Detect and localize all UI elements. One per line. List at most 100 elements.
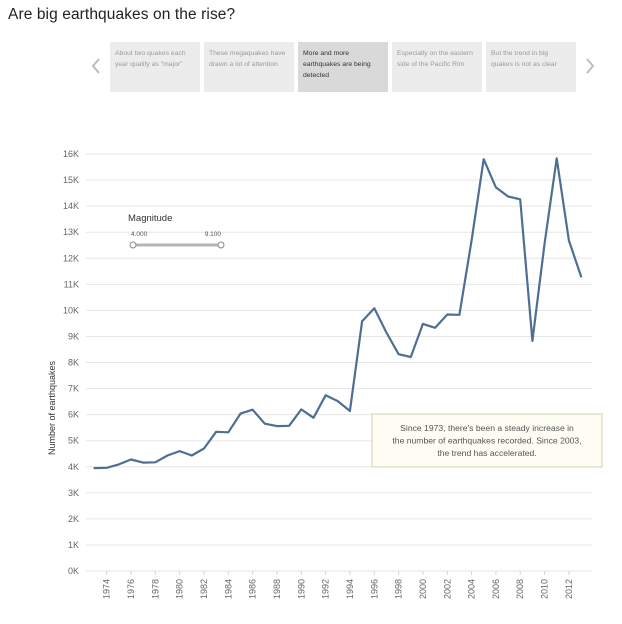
x-tick-label: 1978 <box>150 579 160 599</box>
magnitude-min-value: 4.000 <box>131 231 148 238</box>
magnitude-min-handle[interactable] <box>129 241 137 249</box>
x-tick-label: 1988 <box>272 579 282 599</box>
magnitude-filter: Magnitude 4.000 9.100 <box>128 213 225 249</box>
x-tick-label: 2010 <box>540 579 550 599</box>
data-point[interactable] <box>419 320 427 328</box>
story-point-2[interactable]: These megaquakes have drawn a lot of att… <box>204 42 294 92</box>
y-tick-label: 6K <box>68 410 79 420</box>
annotation-box <box>371 413 603 468</box>
story-point-5[interactable]: But the trend in big quakes is not as cl… <box>486 42 576 92</box>
data-point[interactable] <box>309 414 317 422</box>
annotation-text: Since 1973, there's been a steady increa… <box>392 423 581 458</box>
data-point[interactable] <box>480 155 488 163</box>
data-point[interactable] <box>468 236 476 244</box>
x-tick-label: 1990 <box>296 579 306 599</box>
data-point[interactable] <box>577 272 585 280</box>
data-point[interactable] <box>346 407 354 415</box>
data-point[interactable] <box>528 337 536 345</box>
previous-story-button[interactable] <box>88 53 104 79</box>
data-point[interactable] <box>249 406 257 414</box>
data-point[interactable] <box>553 154 561 162</box>
data-point[interactable] <box>370 304 378 312</box>
y-tick-label: 3K <box>68 488 79 498</box>
x-tick-label: 1974 <box>102 579 112 599</box>
series <box>91 154 585 472</box>
y-tick-label: 14K <box>63 201 79 211</box>
magnitude-filter-label: Magnitude <box>128 213 172 224</box>
y-tick-label: 10K <box>63 305 79 315</box>
y-tick-label: 11K <box>64 279 79 289</box>
y-tick-label: 5K <box>68 436 79 446</box>
magnitude-slider-track[interactable] <box>133 243 221 247</box>
y-axis-title: Number of earthquakes <box>47 360 57 455</box>
data-point[interactable] <box>565 237 573 245</box>
y-tick-label: 2K <box>68 514 79 524</box>
story-point-1[interactable]: About two quakes each year qualify as "m… <box>110 42 200 92</box>
y-tick-label: 12K <box>63 253 79 263</box>
data-point[interactable] <box>541 239 549 247</box>
y-tick-label: 0K <box>68 566 79 576</box>
data-point[interactable] <box>188 452 196 460</box>
data-point[interactable] <box>176 447 184 455</box>
data-point[interactable] <box>516 195 524 203</box>
data-point[interactable] <box>139 459 147 467</box>
data-point[interactable] <box>224 428 232 436</box>
x-tick-label: 1996 <box>369 579 379 599</box>
x-tick-label: 2004 <box>467 579 477 599</box>
x-tick-label: 1976 <box>126 579 136 599</box>
y-tick-label: 15K <box>63 175 79 185</box>
y-axis: 0K 1K 2K 3K 4K 5K 6K 7K 8K 9K 10K 11K 12K 13K 14K 15K 16… <box>63 149 79 576</box>
data-point[interactable] <box>236 410 244 418</box>
x-tick-label: 2008 <box>515 579 525 599</box>
data-point[interactable] <box>322 391 330 399</box>
data-point[interactable] <box>115 460 123 468</box>
data-point[interactable] <box>103 464 111 472</box>
x-tick-label: 2006 <box>491 579 501 599</box>
y-tick-label: 16K <box>63 149 79 159</box>
data-point[interactable] <box>407 353 415 361</box>
x-tick-label: 1998 <box>394 579 404 599</box>
data-point[interactable] <box>334 397 342 405</box>
magnitude-max-handle[interactable] <box>217 241 225 249</box>
chevron-right-icon <box>586 58 595 74</box>
data-point[interactable] <box>91 464 99 472</box>
x-tick-label: 2000 <box>418 579 428 599</box>
story-point-4[interactable]: Especially on the eastern side of the Pa… <box>392 42 482 92</box>
data-point[interactable] <box>395 350 403 358</box>
x-tick-label: 1982 <box>199 579 209 599</box>
y-tick-label: 4K <box>68 462 79 472</box>
x-tick-label: 1994 <box>345 579 355 599</box>
data-point[interactable] <box>163 452 171 460</box>
x-tick-label: 2002 <box>442 579 452 599</box>
data-point[interactable] <box>382 329 390 337</box>
annotation-callout: Since 1973, there's been a steady increa… <box>371 413 603 468</box>
data-point[interactable] <box>151 458 159 466</box>
y-tick-label: 8K <box>68 358 79 368</box>
data-point[interactable] <box>212 428 220 436</box>
y-tick-label: 1K <box>68 540 79 550</box>
y-tick-label: 7K <box>68 384 79 394</box>
data-point[interactable] <box>504 192 512 200</box>
x-tick-label: 1980 <box>175 579 185 599</box>
story-navigator: About two quakes each year qualify as "m… <box>88 40 604 94</box>
next-story-button[interactable] <box>582 53 598 79</box>
data-point[interactable] <box>443 311 451 319</box>
data-point[interactable] <box>492 183 500 191</box>
earthquake-line-chart: 0K 1K 2K 3K 4K 5K 6K 7K 8K 9K 10K 11K 12K 13K 14K 15K 16… <box>47 149 603 599</box>
x-tick-label: 1992 <box>321 579 331 599</box>
x-axis: 1974 1976 1978 1980 1982 1984 1986 1988 1990 1992… <box>102 571 574 599</box>
data-point[interactable] <box>261 420 269 428</box>
data-point[interactable] <box>358 317 366 325</box>
story-point-caption: These megaquakes have drawn a lot of att… <box>209 50 286 68</box>
data-point[interactable] <box>127 455 135 463</box>
earthquake-count-line <box>93 157 583 470</box>
x-tick-label: 2012 <box>564 579 574 599</box>
data-point[interactable] <box>285 422 293 430</box>
data-point[interactable] <box>273 422 281 430</box>
y-tick-label: 9K <box>68 331 79 341</box>
data-point[interactable] <box>297 405 305 413</box>
data-point[interactable] <box>200 445 208 453</box>
story-point-3[interactable]: More and more earthquakes are being dete… <box>298 42 388 92</box>
data-point[interactable] <box>431 324 439 332</box>
data-point[interactable] <box>455 311 463 319</box>
